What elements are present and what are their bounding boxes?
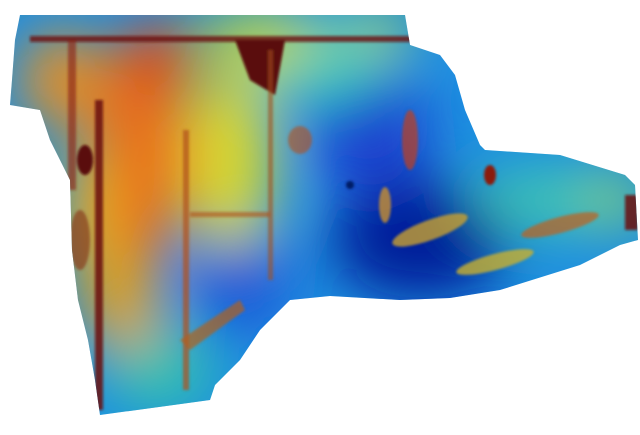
surface-features	[30, 36, 638, 410]
